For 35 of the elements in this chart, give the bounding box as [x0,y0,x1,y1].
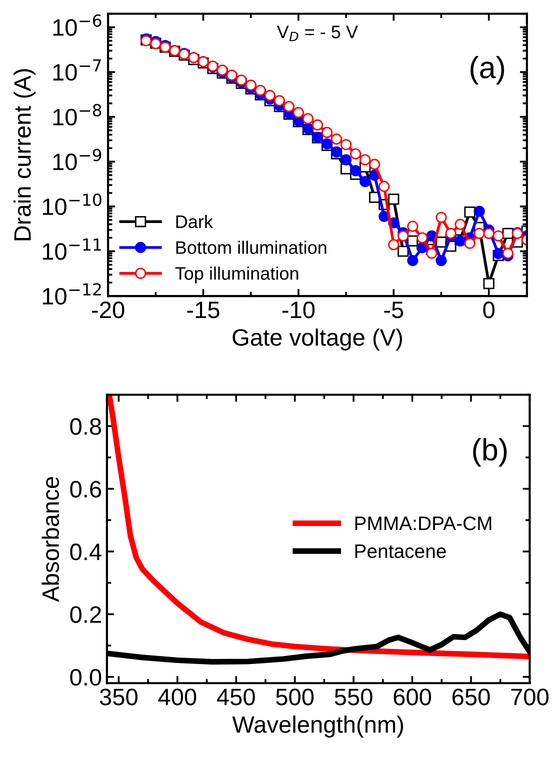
y-axis-title: Drain current (A) [14,69,36,240]
x-tick-label: 0 [483,302,494,318]
y-tick-label: 10$^{−7}$ [53,59,101,81]
annotation: (a) [470,56,504,84]
x-tick-label: -5 [384,302,404,318]
y-tick-label: 0.2 [70,606,101,623]
legend-label: Dark [176,214,214,228]
x-tick-label: 450 [216,688,255,706]
x-tick-label: 500 [276,688,314,706]
y-tick-label: 0.4 [70,544,102,560]
annotation: V$_{D}$ = - 5 V [276,26,358,42]
y-tick-label: 0.0 [70,668,102,686]
x-tick-label: -15 [187,302,220,318]
annotation: (b) [473,438,507,467]
x-tick-label: -10 [282,302,315,318]
y-tick-label: 0.8 [70,418,102,435]
legend-label: Top illumination [175,266,298,284]
x-tick-label: 350 [100,688,138,706]
x-tick-label: 400 [158,688,196,706]
legend-label: Bottom illumination [176,240,326,254]
x-axis-title: Wavelength(nm) [232,716,404,738]
y-axis-title: Absorbance [42,476,60,602]
x-tick-label: 700 [511,688,548,706]
x-tick-label: 650 [452,688,490,706]
x-tick-label: 550 [334,688,372,706]
y-tick-label: 0.6 [70,480,102,498]
y-tick-label: 10$^{−6}$ [53,14,102,36]
y-tick-label: 10$^{−8}$ [53,104,102,126]
y-tick-label: 10$^{−11}$ [42,238,101,260]
legend-label: Pentacene [355,544,446,558]
legend-label: PMMA:DPA-CM [355,516,492,530]
x-axis-title: Gate voltage (V) [232,328,402,350]
y-tick-label: 10$^{−10}$ [42,194,102,216]
x-tick-label: 600 [394,688,432,706]
y-tick-label: 10$^{−9}$ [53,148,102,170]
